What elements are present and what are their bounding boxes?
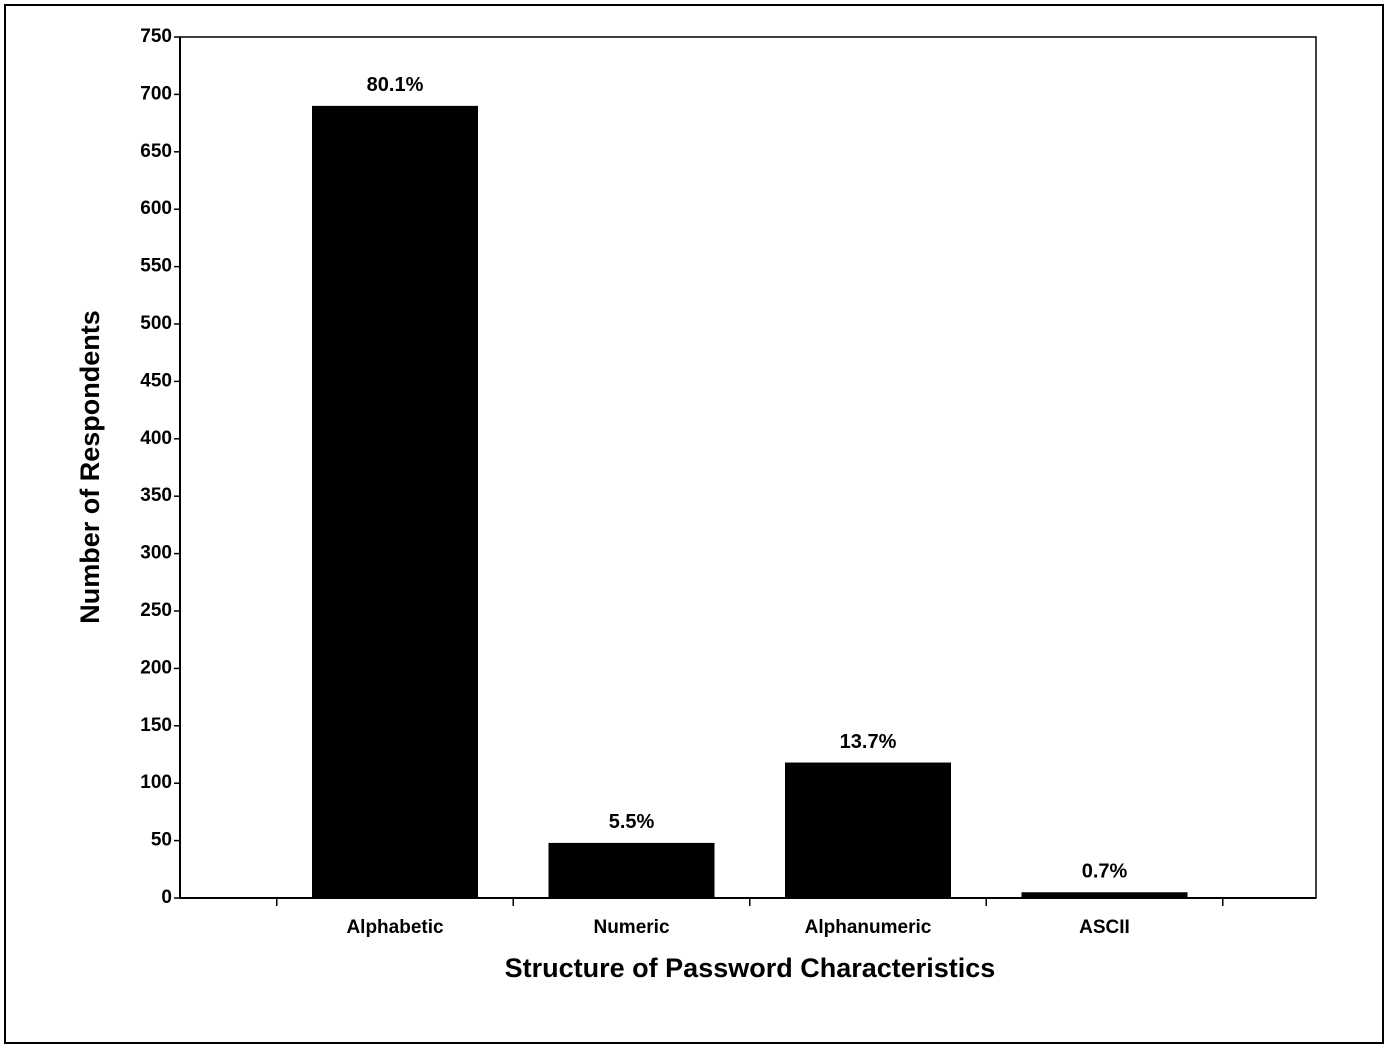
data-label: 80.1% [367, 74, 424, 96]
y-tick-label: 600 [140, 198, 172, 219]
data-label: 13.7% [840, 731, 897, 753]
y-tick-label: 150 [140, 715, 172, 736]
y-tick-label: 50 [151, 830, 172, 851]
y-axis-title: Number of Respondents [75, 310, 105, 624]
bar [1021, 892, 1188, 898]
x-tick-label: Alphanumeric [805, 917, 932, 938]
data-label: 5.5% [609, 811, 655, 833]
y-tick-label: 450 [140, 370, 172, 391]
y-tick-label: 300 [140, 543, 172, 564]
y-tick-label: 250 [140, 600, 172, 621]
y-tick-label: 350 [140, 485, 172, 506]
frame [4, 4, 1384, 1044]
x-tick-label: Alphabetic [346, 917, 444, 938]
y-tick-label: 650 [140, 141, 172, 162]
y-tick-label: 550 [140, 256, 172, 277]
data-label: 0.7% [1082, 861, 1128, 883]
y-tick-label: 700 [140, 83, 172, 104]
bar [312, 105, 478, 898]
bar [548, 842, 715, 898]
y-tick-label: 100 [140, 772, 172, 793]
x-tick-label: Numeric [593, 917, 669, 938]
x-tick-label: ASCII [1079, 917, 1130, 938]
x-axis-title: Structure of Password Characteristics [505, 953, 996, 983]
y-tick-label: 200 [140, 657, 172, 678]
y-tick-label: 400 [140, 428, 172, 449]
y-tick-label: 750 [140, 26, 172, 47]
y-tick-label: 500 [140, 313, 172, 334]
y-tick-label: 0 [161, 887, 172, 908]
bar [785, 762, 951, 898]
